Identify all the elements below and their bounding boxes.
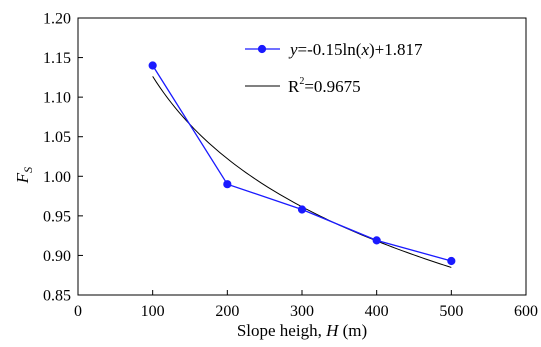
y-tick-label: 0.85 xyxy=(43,288,71,305)
y-tick-label: 1.15 xyxy=(43,50,71,67)
legend-fit-exp: 2 xyxy=(299,76,304,87)
data-series-layer xyxy=(148,61,456,266)
legend-data-var: y xyxy=(288,40,298,59)
fit-curve xyxy=(152,76,452,268)
legend-data-label: y=-0.15ln(x)+1.817 xyxy=(288,40,423,59)
y-tick-labels: 0.85 0.90 0.95 1.00 1.05 1.10 1.15 1.20 xyxy=(43,11,71,305)
y-tick-label: 1.20 xyxy=(43,11,71,28)
y-axis-title: FS xyxy=(13,167,35,184)
x-axis-title-unit: (m) xyxy=(338,321,367,340)
y-tick-label: 1.10 xyxy=(43,90,71,107)
y-tick-label: 1.00 xyxy=(43,169,71,186)
x-tick-label: 100 xyxy=(141,303,165,320)
y-tick-label: 0.95 xyxy=(43,208,71,225)
y-tick-label: 0.90 xyxy=(43,248,71,265)
fit-curve-layer xyxy=(152,76,452,268)
data-point xyxy=(148,61,157,70)
y-tick-label: 1.05 xyxy=(43,129,71,146)
x-tick-label: 400 xyxy=(365,303,389,320)
legend: y=-0.15ln(x)+1.817 R2=0.9675 xyxy=(245,40,423,96)
data-point xyxy=(447,256,456,266)
data-point xyxy=(372,236,381,245)
plot-axes xyxy=(77,17,527,296)
x-axis-title: Slope heigh, H (m) xyxy=(237,321,367,340)
x-tick-label: 600 xyxy=(514,303,538,320)
x-tick-labels: 0 100 200 300 400 500 600 xyxy=(74,303,538,320)
x-tick-label: 500 xyxy=(439,303,463,320)
x-tick-label: 300 xyxy=(290,303,314,320)
x-tick-label: 0 xyxy=(74,303,82,320)
legend-data-text: =-0.15ln( xyxy=(298,40,362,59)
y-axis-title-main: F xyxy=(13,172,32,184)
legend-fit-text: =0.9675 xyxy=(304,77,360,96)
plot-frame xyxy=(77,17,527,296)
y-axis-title-sub: S xyxy=(21,167,35,173)
data-point xyxy=(297,205,307,214)
data-line xyxy=(152,65,452,262)
legend-data-marker xyxy=(257,44,267,54)
legend-fit-r: R xyxy=(288,77,300,96)
legend-data-var2: x xyxy=(360,40,369,59)
x-axis-title-var: H xyxy=(325,321,340,340)
x-tick-label: 200 xyxy=(215,303,239,320)
data-point xyxy=(223,180,232,189)
legend-fit-label: R2=0.9675 xyxy=(288,76,361,96)
legend-data-text2: )+1.817 xyxy=(369,40,423,59)
x-axis-title-prefix: Slope heigh, xyxy=(237,321,326,340)
